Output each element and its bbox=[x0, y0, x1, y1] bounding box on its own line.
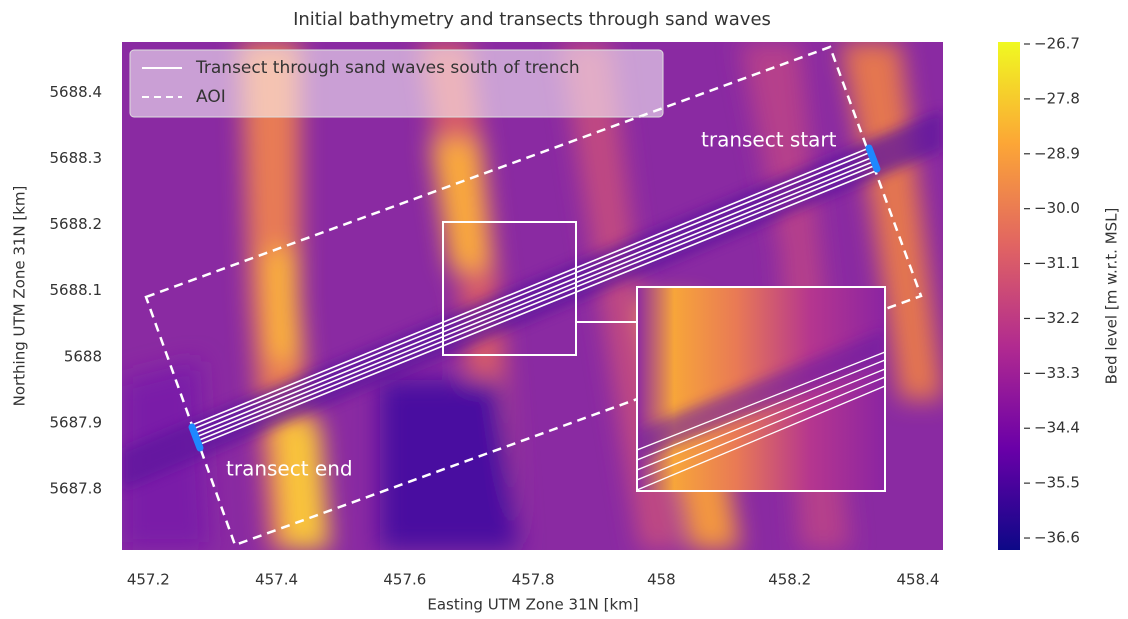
y-tick-label: 5687.8 bbox=[50, 480, 103, 498]
colorbar-label: Bed level [m w.r.t. MSL] bbox=[1103, 208, 1121, 385]
x-tick-label: 457.6 bbox=[383, 571, 426, 589]
x-tick-label: 457.8 bbox=[512, 571, 555, 589]
colorbar-tick-label: −27.8 bbox=[1034, 89, 1080, 107]
colorbar-tick-label: −26.7 bbox=[1034, 34, 1080, 52]
y-tick-label: 5688.3 bbox=[50, 149, 103, 167]
x-tick-label: 458 bbox=[647, 571, 676, 589]
x-tick-label: 457.4 bbox=[255, 571, 298, 589]
y-axis-label: Northing UTM Zone 31N [km] bbox=[11, 186, 29, 407]
inset bbox=[637, 287, 885, 491]
y-tick-label: 5688.2 bbox=[50, 215, 103, 233]
colorbar-tick-label: −28.9 bbox=[1034, 144, 1080, 162]
x-tick-label: 458.4 bbox=[897, 571, 940, 589]
colorbar-tick-label: −31.1 bbox=[1034, 254, 1080, 272]
y-tick-label: 5688.4 bbox=[50, 83, 103, 101]
colorbar-tick-label: −34.4 bbox=[1034, 419, 1080, 437]
colorbar-tick-label: −36.6 bbox=[1034, 529, 1080, 547]
colorbar bbox=[998, 42, 1020, 550]
colorbar-tick-label: −35.5 bbox=[1034, 474, 1080, 492]
colorbar-tick-label: −33.3 bbox=[1034, 364, 1080, 382]
x-tick-label: 457.2 bbox=[127, 571, 170, 589]
x-axis-label: Easting UTM Zone 31N [km] bbox=[427, 596, 638, 614]
annotation: transect start bbox=[701, 128, 837, 152]
chart-title: Initial bathymetry and transects through… bbox=[293, 9, 771, 30]
y-tick-label: 5687.9 bbox=[50, 414, 103, 432]
x-tick-label: 458.2 bbox=[768, 571, 811, 589]
y-tick-label: 5688 bbox=[64, 347, 102, 365]
y-tick-label: 5688.1 bbox=[50, 281, 103, 299]
colorbar-tick-label: −32.2 bbox=[1034, 309, 1080, 327]
legend-label: AOI bbox=[196, 87, 226, 107]
legend-label: Transect through sand waves south of tre… bbox=[195, 58, 580, 78]
chart: Initial bathymetry and transects through… bbox=[0, 0, 1128, 619]
colorbar-tick-label: −30.0 bbox=[1034, 199, 1080, 217]
annotation: transect end bbox=[226, 457, 353, 481]
